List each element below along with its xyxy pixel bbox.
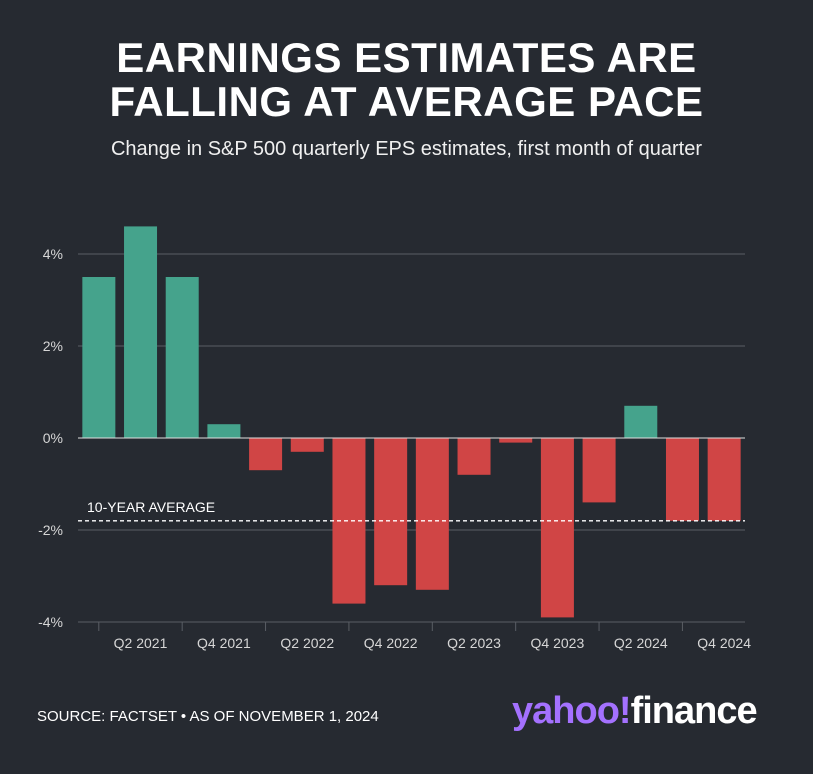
bar-q4-2024 (707, 438, 741, 521)
bar-q2-2023 (457, 438, 491, 475)
bar-q2-2024 (624, 405, 658, 438)
logo-finance-text: finance (630, 690, 758, 732)
y-tick-label: 0% (43, 430, 63, 446)
x-tick-label: Q4 2024 (697, 635, 751, 651)
y-tick-label: 4% (43, 246, 63, 262)
x-tick-label: Q2 2024 (614, 635, 668, 651)
chart-title: EARNINGS ESTIMATES ARE FALLING AT AVERAG… (0, 36, 813, 124)
logo-yahoo-text: yahoo! (512, 690, 632, 732)
chart-subtitle: Change in S&P 500 quarterly EPS estimate… (110, 138, 703, 160)
bar-q1-2023 (415, 438, 449, 590)
bar-q3-2024 (665, 438, 699, 521)
ten-year-average-label: 10-YEAR AVERAGE (87, 499, 215, 515)
title-line-1: EARNINGS ESTIMATES ARE (116, 34, 697, 81)
x-tick-label: Q4 2023 (531, 635, 585, 651)
y-tick-label: -2% (38, 522, 63, 538)
bar-q2-2022 (290, 438, 324, 452)
bar-q4-2023 (540, 438, 574, 618)
x-tick-label: Q4 2022 (364, 635, 418, 651)
bar-q1-2022 (249, 438, 283, 471)
bar-q4-2022 (374, 438, 408, 586)
y-tick-label: -4% (38, 614, 63, 630)
source-note: SOURCE: FACTSET • AS OF NOVEMBER 1, 2024 (37, 708, 379, 725)
x-tick-label: Q2 2022 (280, 635, 334, 651)
x-tick-label: Q4 2021 (197, 635, 251, 651)
x-tick-label: Q2 2023 (447, 635, 501, 651)
y-tick-label: 2% (43, 338, 63, 354)
x-tick-label: Q2 2021 (114, 635, 168, 651)
title-line-2: FALLING AT AVERAGE PACE (109, 78, 704, 125)
yahoo-finance-logo: yahoo!finance (512, 690, 758, 734)
bar-q2-2021 (124, 226, 158, 438)
bar-q1-2021 (82, 277, 116, 438)
bar-q3-2021 (165, 277, 199, 438)
bar-q3-2023 (499, 438, 533, 443)
bar-q1-2024 (582, 438, 616, 503)
bar-q4-2021 (207, 424, 241, 438)
